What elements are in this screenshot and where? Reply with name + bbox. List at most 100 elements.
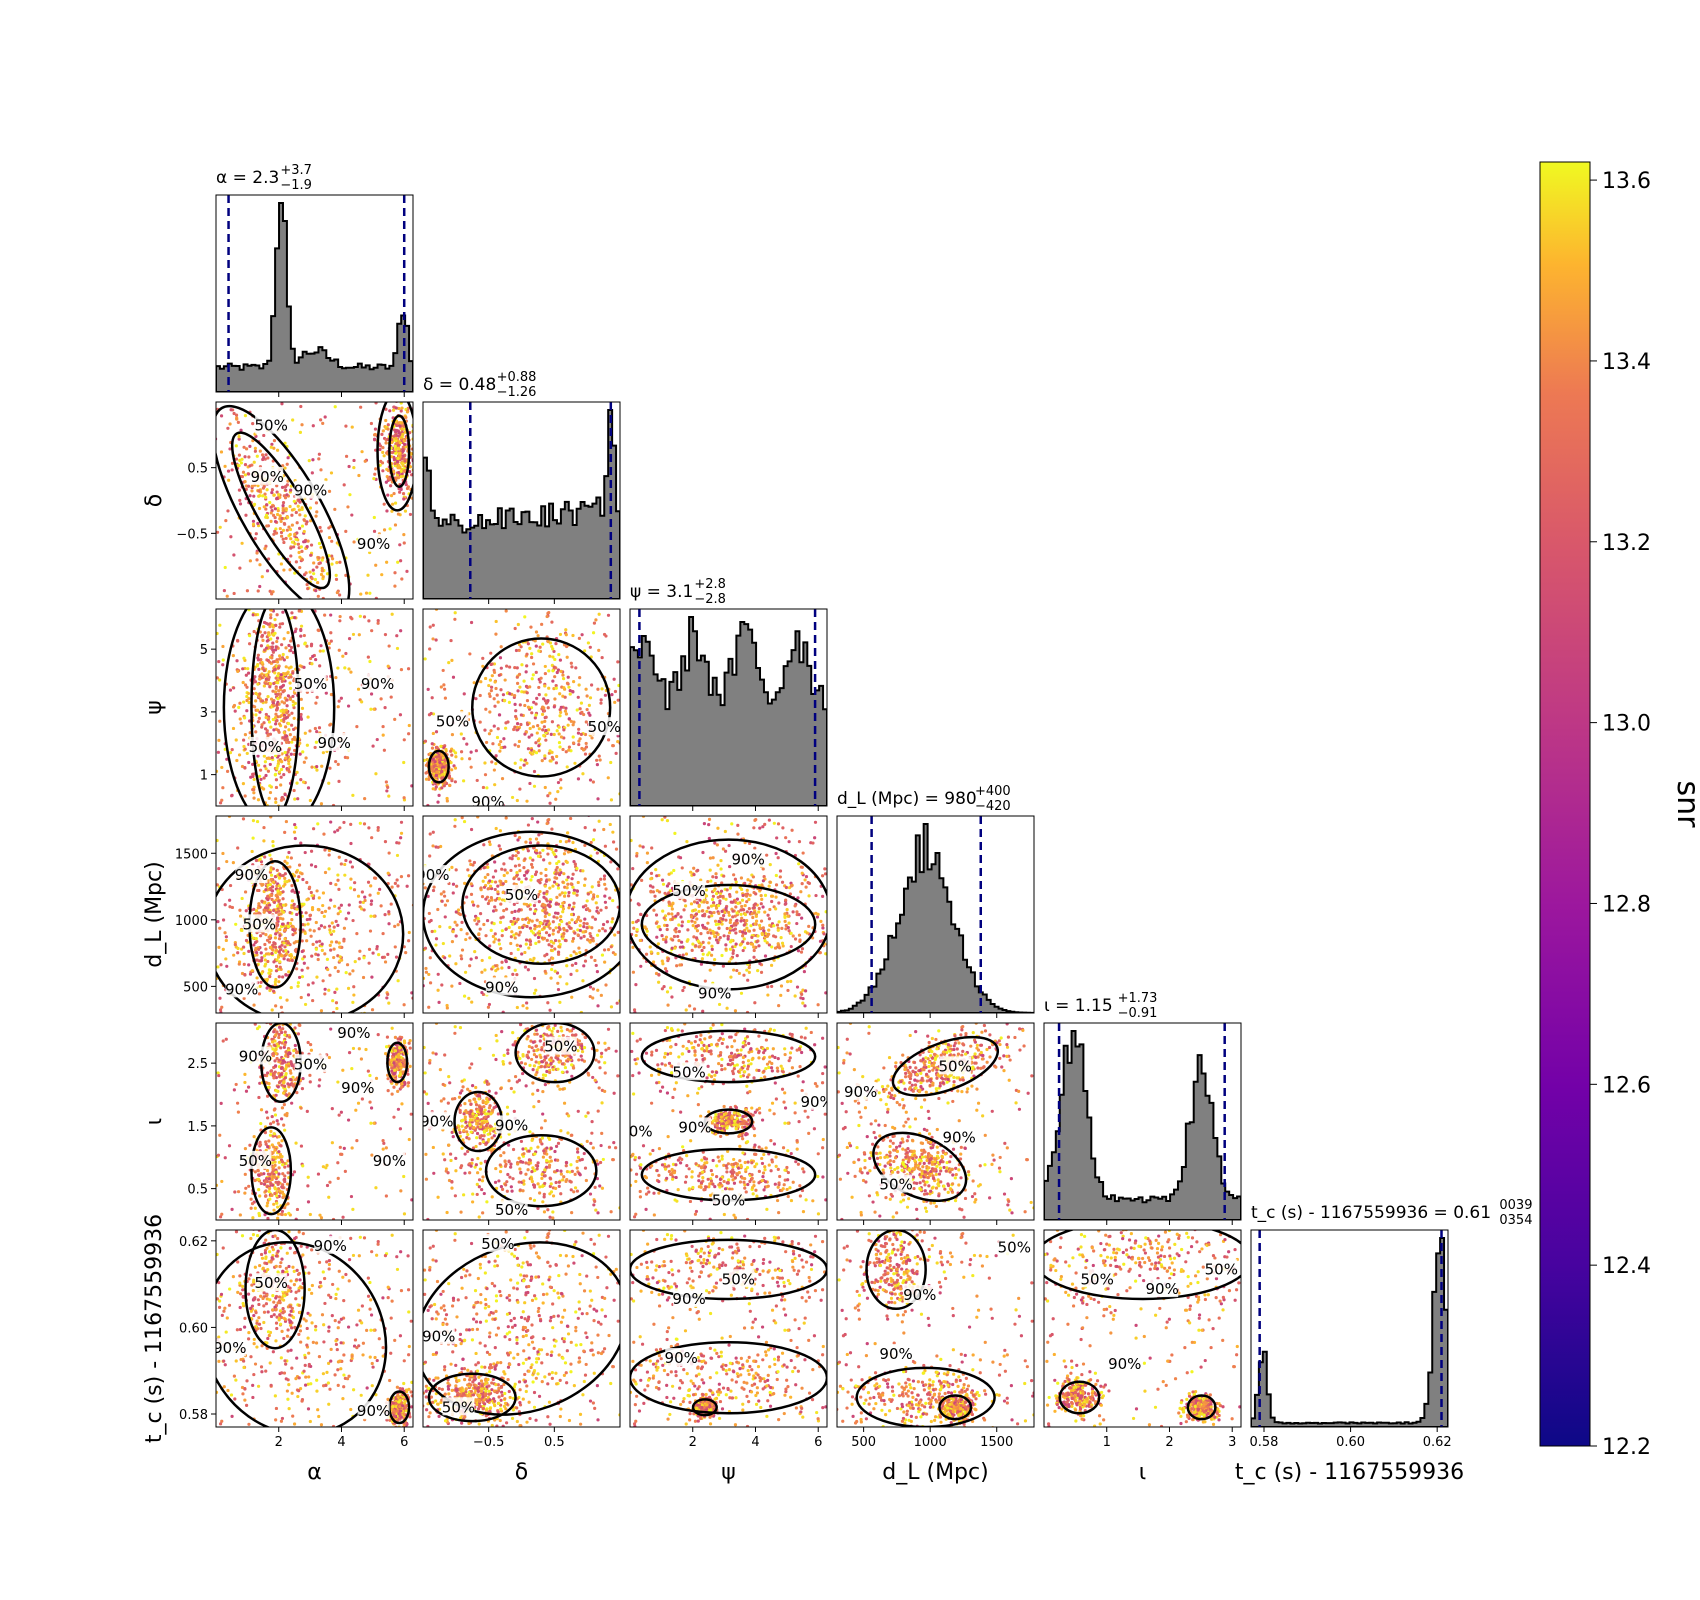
sample-point [681, 953, 685, 957]
sample-point [518, 930, 522, 934]
sample-point [483, 728, 487, 732]
sample-point [272, 908, 276, 912]
sample-point [469, 882, 473, 886]
sample-point [650, 846, 654, 850]
panels-group: α = 2.3 +3.7−1.990%50%90%90%−0.50.5δδ = 0… [142, 163, 1532, 1485]
sample-point [327, 781, 331, 785]
sample-point [611, 830, 615, 834]
sample-point [344, 917, 348, 921]
sample-point [261, 638, 265, 642]
sample-point [513, 743, 517, 747]
sample-point [277, 975, 281, 979]
sample-point [302, 1044, 305, 1047]
sample-point [606, 776, 610, 780]
sample-point [262, 625, 266, 629]
sample-point [275, 924, 279, 928]
sample-point [537, 744, 541, 748]
sample-point [583, 959, 588, 963]
sample-point [319, 831, 322, 834]
sample-point [269, 697, 274, 701]
sample-point [243, 716, 247, 720]
sample-point [567, 839, 571, 843]
sample-point [281, 652, 285, 657]
sample-point [603, 900, 608, 904]
sample-point [571, 885, 575, 889]
sample-point [345, 756, 350, 760]
sample-point [453, 824, 457, 828]
sample-point [591, 838, 596, 842]
sample-point [310, 765, 314, 769]
panel-frame [629, 608, 828, 807]
sample-point [278, 960, 282, 964]
sample-point [289, 639, 293, 643]
sample-point [556, 952, 561, 956]
sample-point [440, 983, 444, 987]
sample-point [493, 704, 497, 708]
sample-point [288, 757, 292, 762]
sample-point [599, 877, 603, 881]
sample-point [613, 700, 617, 704]
sample-point [478, 720, 482, 724]
sample-point [555, 895, 559, 899]
sample-point [358, 614, 362, 618]
sample-point [275, 490, 279, 494]
sample-point [431, 844, 435, 848]
sample-point [229, 408, 233, 412]
sample-point [243, 547, 246, 550]
sample-point [387, 1001, 391, 1005]
sample-point [383, 706, 387, 710]
sample-point [548, 791, 552, 795]
sample-point [462, 994, 467, 998]
sample-point [727, 913, 731, 917]
sample-point [543, 699, 548, 703]
sample-point [576, 933, 580, 937]
sample-point [463, 970, 468, 974]
sample-point [498, 920, 503, 925]
sample-point [319, 644, 323, 648]
sample-point [264, 773, 268, 778]
sample-point [510, 910, 514, 914]
sample-point [240, 474, 244, 479]
sample-point [257, 902, 261, 906]
sample-point [407, 732, 411, 736]
sample-point [396, 443, 401, 447]
contour-50-0 [461, 844, 620, 965]
sample-point [247, 835, 250, 838]
sample-point [547, 669, 551, 673]
sample-point [488, 944, 492, 948]
sample-point [269, 637, 273, 641]
sample-point [276, 509, 280, 513]
sample-point [292, 830, 297, 834]
sample-point [566, 882, 570, 886]
sample-point [426, 894, 430, 899]
sample-point [228, 447, 232, 451]
sample-point [531, 662, 536, 666]
sample-point [389, 494, 394, 498]
sample-point [731, 949, 735, 953]
sample-point [544, 873, 548, 878]
sample-point [283, 496, 288, 500]
sample-point [612, 677, 616, 681]
sample-point [397, 406, 401, 411]
sample-point [269, 445, 273, 449]
sample-point [366, 655, 370, 659]
sample-point [583, 649, 587, 653]
sample-point [246, 484, 251, 488]
sample-point [711, 875, 715, 879]
sample-point [579, 732, 583, 736]
sample-point [290, 508, 295, 512]
sample-point [327, 988, 331, 992]
sample-point [575, 893, 579, 897]
sample-point [280, 679, 284, 683]
sample-point [634, 983, 638, 987]
sample-point [269, 886, 273, 890]
sample-point [244, 447, 249, 451]
sample-point [298, 832, 301, 835]
sample-point [689, 870, 693, 874]
sample-point [247, 700, 251, 705]
sample-point [246, 671, 251, 675]
sample-point [278, 905, 282, 909]
sample-point [569, 953, 573, 958]
sample-point [501, 882, 505, 886]
sample-point [255, 558, 259, 562]
